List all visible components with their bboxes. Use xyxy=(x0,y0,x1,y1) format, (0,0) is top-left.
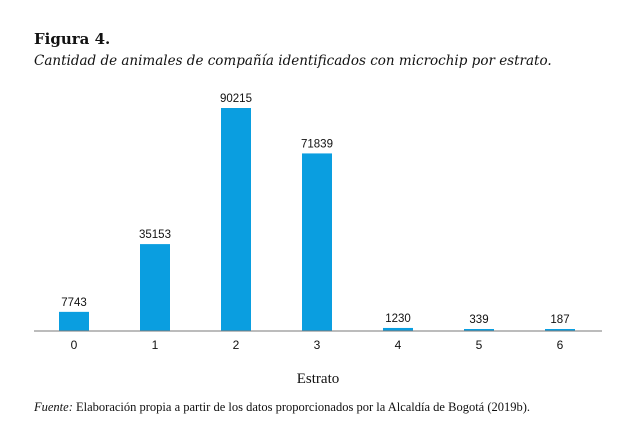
x-tick-label-2: 2 xyxy=(233,338,240,352)
x-tick-label-0: 0 xyxy=(71,338,78,352)
source-note: Fuente: Elaboración propia a partir de l… xyxy=(34,400,614,415)
data-label-4: 1230 xyxy=(385,313,411,325)
bar-estrato-4 xyxy=(383,327,413,331)
data-label-6: 187 xyxy=(550,314,569,326)
x-tick-label-4: 4 xyxy=(395,338,402,352)
x-tick-label-1: 1 xyxy=(152,338,159,352)
data-labels-layer: 7743 35153 90215 71839 1230 339 187 xyxy=(61,93,569,326)
bar-estrato-6 xyxy=(545,329,575,331)
data-label-0: 7743 xyxy=(61,297,87,309)
x-tick-label-6: 6 xyxy=(557,338,564,352)
figure-title: Cantidad de animales de compañía identif… xyxy=(34,53,552,69)
data-label-3: 71839 xyxy=(301,138,333,150)
x-tick-label-3: 3 xyxy=(314,338,321,352)
data-label-1: 35153 xyxy=(139,229,171,241)
x-tick-labels-layer: 0 1 2 3 4 5 6 xyxy=(71,338,564,352)
figure-label: Figura 4. xyxy=(34,30,111,48)
bar-estrato-5 xyxy=(464,329,494,331)
bars-layer xyxy=(59,108,575,331)
x-tick-label-5: 5 xyxy=(476,338,483,352)
x-axis-label: Estrato xyxy=(297,371,340,387)
source-text: Elaboración propia a partir de los datos… xyxy=(72,400,531,414)
data-label-2: 90215 xyxy=(220,93,252,105)
data-label-5: 339 xyxy=(469,314,488,326)
bar-estrato-0 xyxy=(59,311,89,331)
source-prefix: Fuente: xyxy=(34,400,73,414)
bar-estrato-3 xyxy=(302,153,332,331)
bar-estrato-1 xyxy=(140,244,170,331)
bar-estrato-2 xyxy=(221,108,251,331)
bar-chart: 7743 35153 90215 71839 1230 339 187 0 1 2 3 4 5 6 Es… xyxy=(34,93,602,387)
